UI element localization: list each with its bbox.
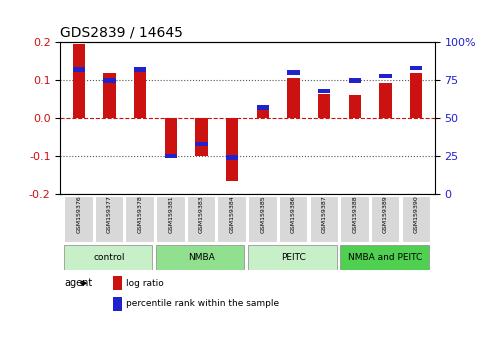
- Bar: [196, 142, 208, 146]
- Text: agent: agent: [64, 278, 92, 288]
- Bar: [226, 118, 238, 181]
- Text: GSM159388: GSM159388: [353, 195, 357, 233]
- Text: GSM159387: GSM159387: [322, 195, 327, 233]
- Bar: [113, 276, 122, 290]
- Bar: [72, 44, 85, 118]
- FancyBboxPatch shape: [64, 245, 153, 270]
- Text: GSM159383: GSM159383: [199, 195, 204, 233]
- FancyBboxPatch shape: [279, 196, 308, 243]
- Text: NMBA and PEITC: NMBA and PEITC: [348, 253, 423, 262]
- Text: GSM159386: GSM159386: [291, 195, 296, 233]
- Bar: [318, 88, 330, 93]
- FancyBboxPatch shape: [340, 196, 369, 243]
- Text: percentile rank within the sample: percentile rank within the sample: [126, 299, 279, 308]
- Text: GSM159376: GSM159376: [76, 195, 81, 233]
- Text: GSM159390: GSM159390: [414, 195, 419, 233]
- Text: GSM159384: GSM159384: [230, 195, 235, 233]
- Text: PEITC: PEITC: [281, 253, 306, 262]
- Bar: [226, 155, 238, 160]
- FancyBboxPatch shape: [156, 245, 244, 270]
- FancyBboxPatch shape: [64, 196, 94, 243]
- Text: log ratio: log ratio: [126, 279, 164, 288]
- Text: GSM159378: GSM159378: [138, 195, 142, 233]
- Bar: [257, 105, 269, 110]
- Bar: [165, 154, 177, 158]
- Bar: [134, 68, 146, 72]
- Bar: [103, 73, 115, 118]
- Bar: [72, 68, 85, 72]
- Bar: [380, 83, 392, 118]
- Text: GSM159381: GSM159381: [169, 195, 173, 233]
- FancyBboxPatch shape: [126, 196, 155, 243]
- Bar: [410, 73, 423, 118]
- FancyBboxPatch shape: [156, 196, 185, 243]
- Bar: [349, 95, 361, 118]
- Bar: [113, 297, 122, 310]
- FancyBboxPatch shape: [248, 196, 278, 243]
- FancyBboxPatch shape: [310, 196, 339, 243]
- Bar: [165, 118, 177, 156]
- Bar: [380, 74, 392, 78]
- Text: control: control: [94, 253, 125, 262]
- Text: GSM159389: GSM159389: [383, 195, 388, 233]
- Bar: [196, 118, 208, 156]
- Bar: [134, 71, 146, 118]
- FancyBboxPatch shape: [248, 245, 337, 270]
- FancyBboxPatch shape: [401, 196, 431, 243]
- Text: GSM159385: GSM159385: [260, 195, 265, 233]
- FancyBboxPatch shape: [371, 196, 400, 243]
- FancyBboxPatch shape: [187, 196, 216, 243]
- Bar: [103, 78, 115, 82]
- Bar: [349, 78, 361, 82]
- Bar: [287, 79, 299, 118]
- Bar: [257, 107, 269, 118]
- Bar: [410, 66, 423, 70]
- FancyBboxPatch shape: [95, 196, 124, 243]
- Bar: [318, 93, 330, 118]
- FancyBboxPatch shape: [217, 196, 247, 243]
- Text: GDS2839 / 14645: GDS2839 / 14645: [60, 26, 183, 40]
- FancyBboxPatch shape: [340, 245, 428, 270]
- Text: NMBA: NMBA: [188, 253, 215, 262]
- Text: GSM159377: GSM159377: [107, 195, 112, 233]
- Bar: [287, 70, 299, 75]
